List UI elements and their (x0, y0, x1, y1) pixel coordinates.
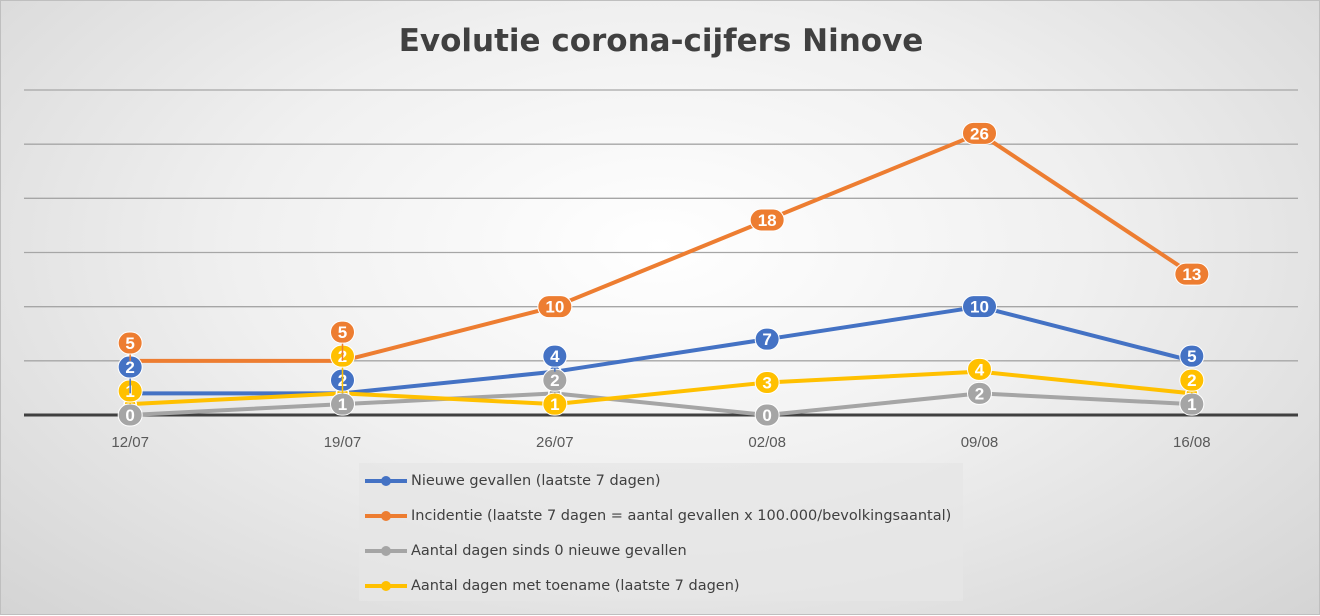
data-label: 2 (125, 358, 134, 377)
data-label-badge (749, 208, 785, 232)
data-label-badge (330, 320, 355, 344)
legend-label: Nieuwe gevallen (laatste 7 dagen) (411, 473, 661, 489)
data-label-badge (117, 331, 143, 355)
data-label-badge (754, 403, 780, 427)
data-label-badge (962, 295, 997, 319)
series-line (130, 131, 1193, 363)
data-label: 5 (338, 323, 347, 342)
data-label: 13 (1182, 265, 1201, 284)
data-label: 1 (550, 395, 559, 414)
data-label: 5 (125, 334, 134, 353)
x-tick-label: 26/07 (536, 434, 574, 451)
data-label-badge (1179, 368, 1205, 392)
data-label-badge (537, 295, 573, 319)
legend-item-incidentie: Incidentie (laatste 7 dagen = aantal gev… (365, 506, 951, 526)
legend-item-dagen-toename: Aantal dagen met toename (laatste 7 dage… (365, 576, 740, 596)
legend: Nieuwe gevallen (laatste 7 dagen) Incide… (359, 463, 963, 601)
data-label: 10 (545, 298, 564, 317)
data-label: 18 (758, 211, 777, 230)
legend-label: Aantal dagen sinds 0 nieuwe gevallen (411, 543, 687, 559)
legend-marker-icon (365, 506, 407, 526)
data-label: 1 (338, 395, 347, 414)
data-label: 2 (550, 371, 559, 390)
legend-marker-icon (365, 576, 407, 596)
x-tick-label: 09/08 (961, 434, 999, 451)
x-tick-label: 16/08 (1173, 434, 1211, 451)
chart-title: Evolutie corona-cijfers Ninove (398, 23, 924, 59)
data-label-badge (1174, 262, 1210, 286)
data-label: 0 (125, 406, 134, 425)
legend-marker-icon (365, 541, 407, 561)
data-label-badge (1179, 344, 1205, 368)
data-label-badge (967, 381, 992, 405)
legend-item-dagen-sinds-0: Aantal dagen sinds 0 nieuwe gevallen (365, 541, 687, 561)
legend-label: Incidentie (laatste 7 dagen = aantal gev… (411, 508, 952, 524)
series-line (130, 369, 1193, 407)
data-label-badge (967, 357, 992, 381)
series-line (130, 304, 1193, 396)
x-tick-label: 02/08 (748, 434, 786, 451)
data-label: 26 (970, 124, 989, 143)
data-label: 1 (1187, 395, 1196, 414)
data-label: 0 (762, 406, 771, 425)
data-label: 5 (1187, 347, 1196, 366)
x-tick-label: 19/07 (324, 434, 362, 451)
data-label: 4 (550, 347, 560, 366)
legend-marker-icon (365, 471, 407, 491)
data-label-badge (962, 121, 997, 145)
legend-item-nieuwe-gevallen: Nieuwe gevallen (laatste 7 dagen) (365, 471, 661, 491)
data-label-badge (754, 327, 780, 351)
series-line (130, 391, 1192, 417)
data-label: 2 (975, 384, 984, 403)
data-label: 10 (970, 298, 989, 317)
legend-label: Aantal dagen met toename (laatste 7 dage… (411, 578, 740, 594)
data-label: 4 (975, 360, 985, 379)
data-label-badge (542, 344, 568, 368)
data-label: 2 (1187, 371, 1196, 390)
data-label-badge (754, 371, 780, 394)
x-tick-label: 12/07 (111, 434, 149, 451)
data-label: 3 (762, 374, 771, 393)
data-label: 7 (762, 330, 771, 349)
